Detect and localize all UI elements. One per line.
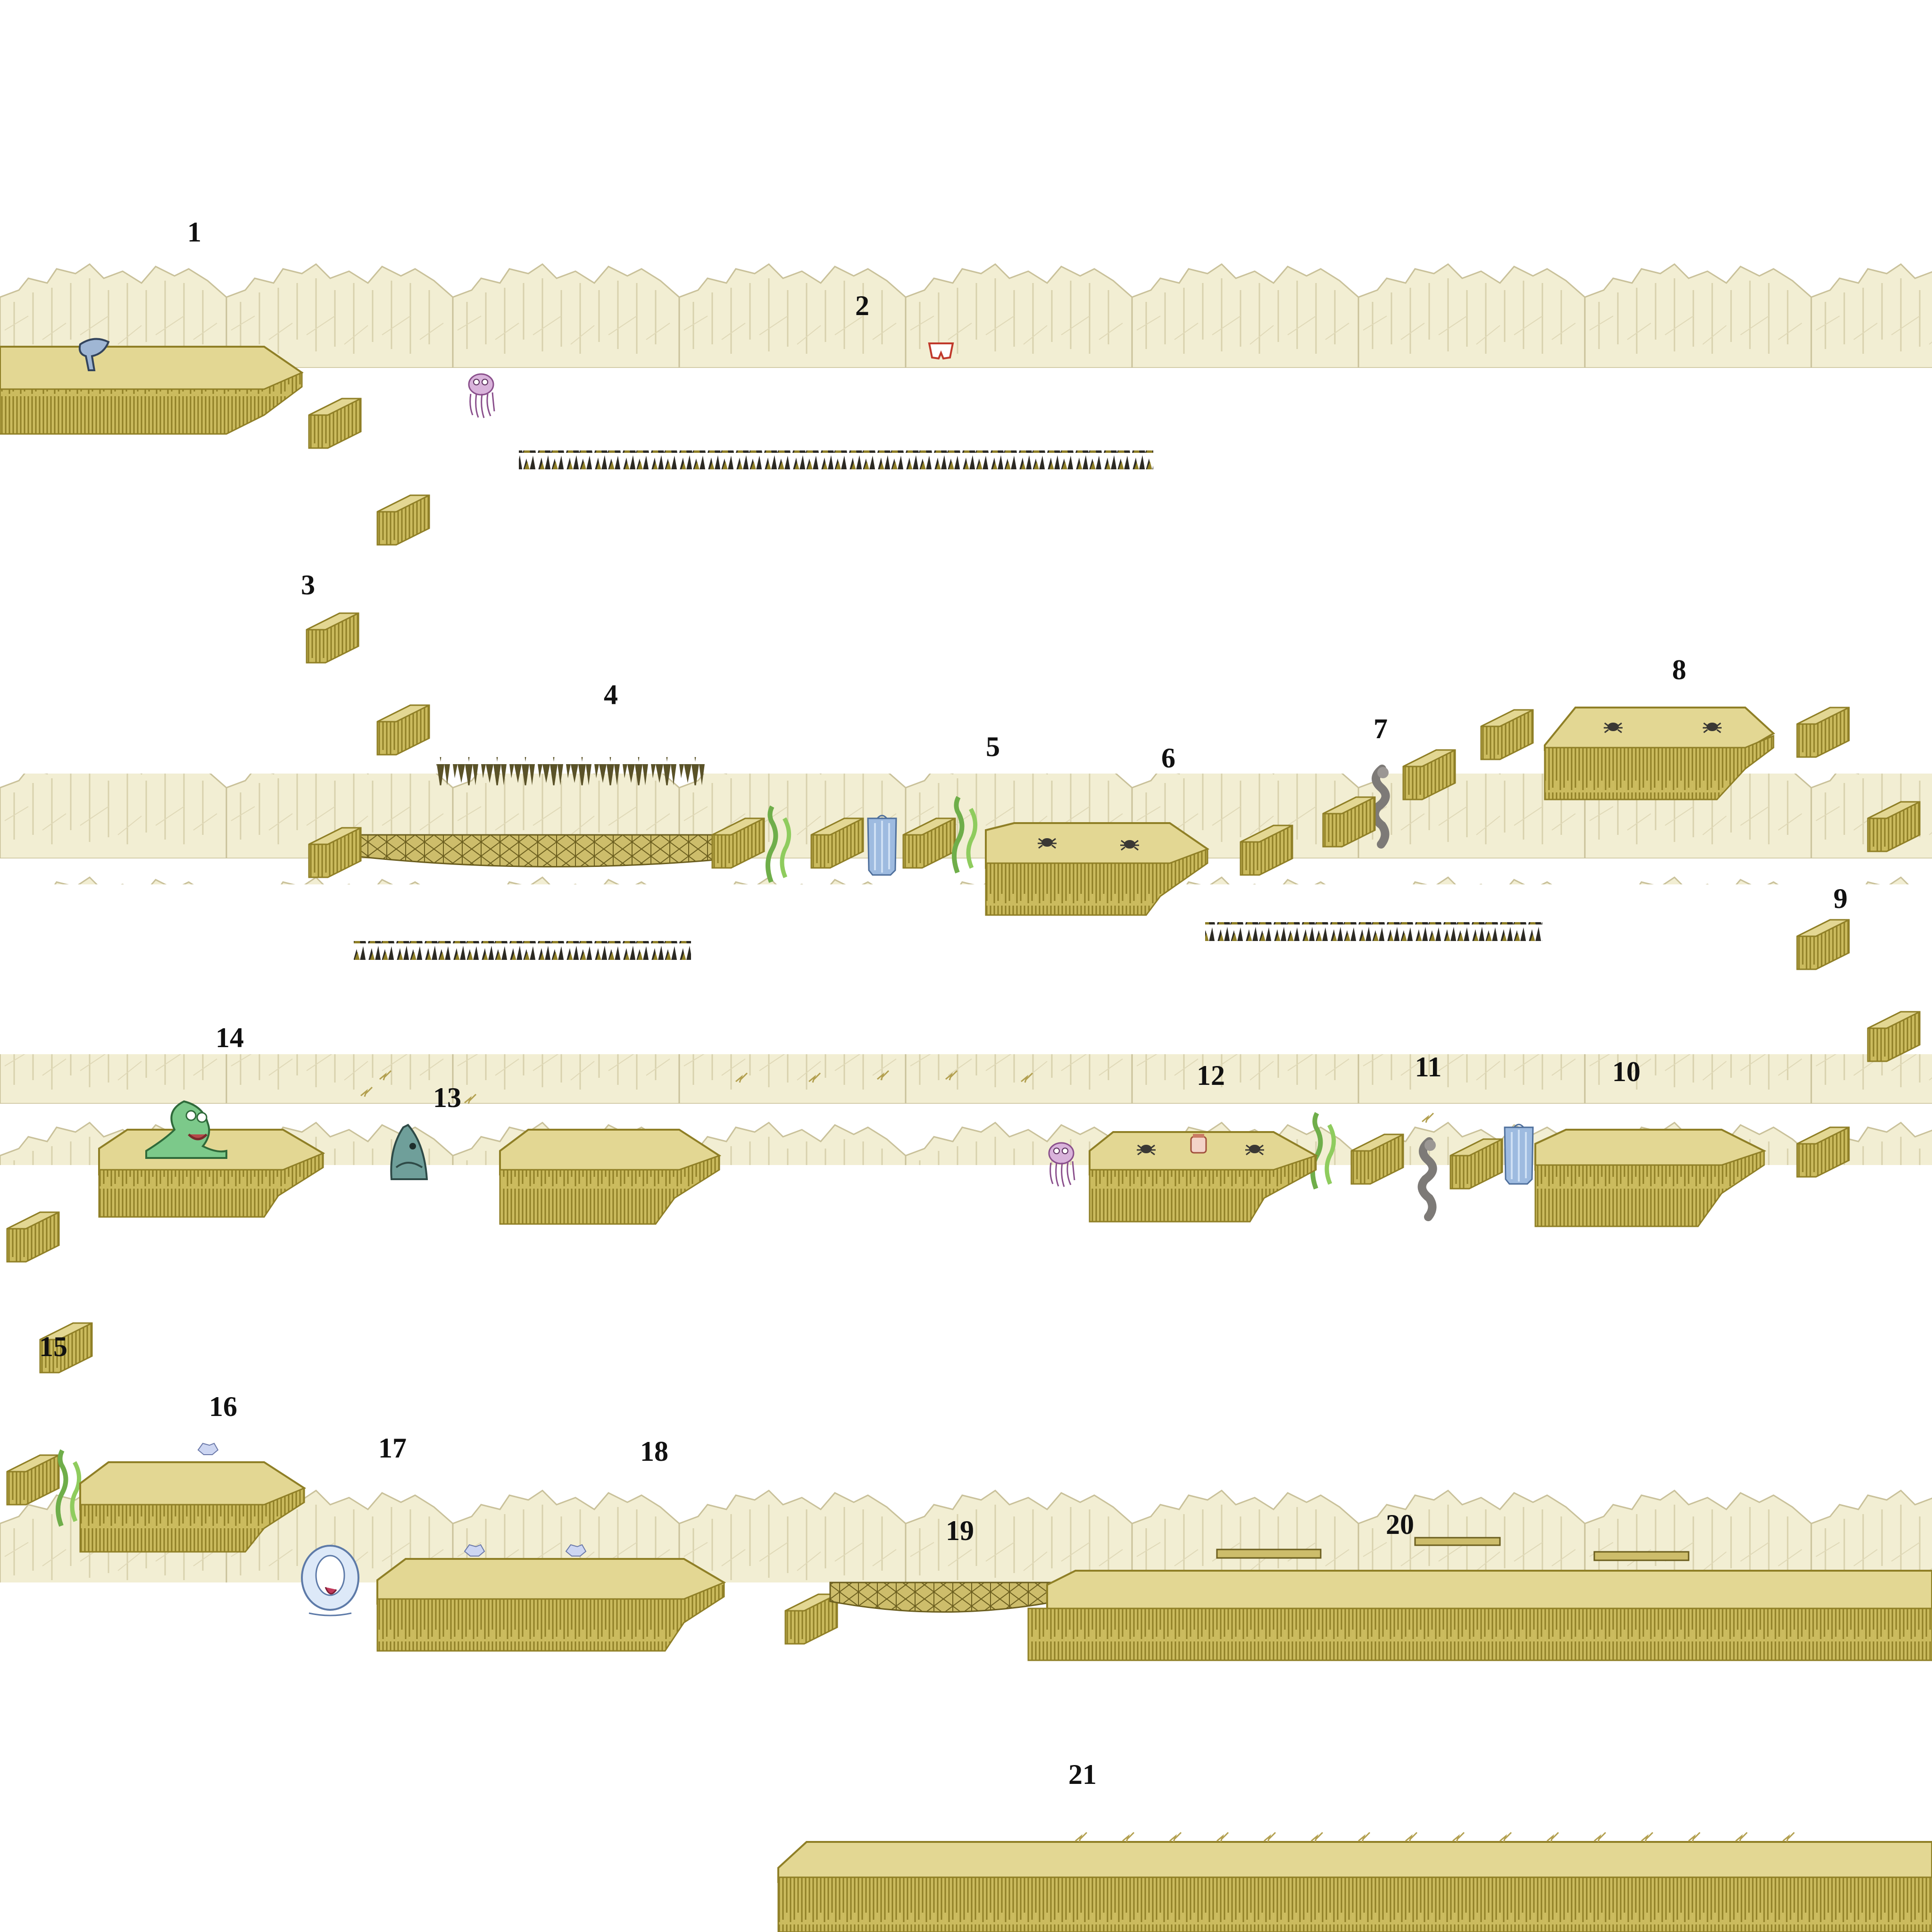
- arrow-marks-icon: [1452, 1832, 1465, 1843]
- jar-icon: [1190, 1134, 1207, 1154]
- marker-20: 20: [1386, 1509, 1414, 1540]
- spike-strip-icon: [1205, 922, 1542, 941]
- pillar: [308, 398, 362, 449]
- crystal-icon: [198, 1443, 218, 1455]
- pillar: [376, 494, 430, 546]
- arrow-marks-icon: [1074, 1832, 1088, 1843]
- crystal-icon: [464, 1544, 485, 1557]
- hammer-robot-icon: [78, 338, 110, 371]
- marker-14: 14: [216, 1022, 244, 1053]
- slime-monster-icon[interactable]: [145, 1100, 227, 1159]
- marker-2: 2: [855, 290, 869, 321]
- crystal-icon: [566, 1544, 586, 1557]
- spider-icon: [1603, 722, 1624, 733]
- platform: [1089, 1131, 1318, 1223]
- marker-16: 16: [209, 1391, 237, 1422]
- marker-7: 7: [1374, 713, 1388, 744]
- spike-strip-icon: [519, 450, 1153, 469]
- platform: [1027, 1570, 1932, 1661]
- shark-icon: [390, 1124, 428, 1180]
- pillar: [1796, 707, 1850, 758]
- arrow-marks-icon: [1263, 1832, 1276, 1843]
- spider-icon: [1244, 1144, 1265, 1156]
- spider-icon: [1136, 1144, 1157, 1156]
- platform: [1534, 1129, 1766, 1227]
- jellyfish-icon: [468, 373, 495, 419]
- marker-10: 10: [1612, 1056, 1641, 1087]
- pillar: [1867, 1011, 1921, 1062]
- marker-15: 15: [39, 1331, 67, 1362]
- spider-icon: [1119, 839, 1140, 851]
- marker-17: 17: [378, 1432, 407, 1464]
- waterfall-icon: [1504, 1124, 1534, 1185]
- marker-5: 5: [986, 731, 1000, 762]
- marker-19: 19: [946, 1515, 974, 1546]
- pillar: [6, 1211, 60, 1263]
- marker-13: 13: [433, 1082, 461, 1113]
- spider-icon: [1702, 722, 1723, 733]
- arrow-marks-icon: [1216, 1832, 1229, 1843]
- waterfall-icon: [867, 815, 897, 876]
- rope-bridge-icon: [353, 834, 756, 867]
- marker-8: 8: [1672, 654, 1686, 685]
- marker-1: 1: [187, 217, 201, 248]
- platform: [499, 1129, 722, 1225]
- arrow-marks-icon: [1405, 1832, 1418, 1843]
- player-robot[interactable]: [78, 338, 110, 371]
- spike-strip-icon: [354, 941, 691, 960]
- marker-6: 6: [1161, 742, 1175, 774]
- arrow-marks-icon: [1688, 1832, 1701, 1843]
- spider-icon: [1037, 837, 1058, 849]
- arrow-marks-icon: [1169, 1832, 1182, 1843]
- platform: [985, 822, 1209, 916]
- briefs-icon: [928, 342, 954, 360]
- bubble-creature-icon[interactable]: [301, 1545, 359, 1616]
- marker-4: 4: [604, 679, 618, 710]
- arrow-marks-icon: [1593, 1832, 1607, 1843]
- marker-12: 12: [1197, 1060, 1225, 1091]
- ceiling-spikes-icon: [436, 757, 708, 785]
- marker-18: 18: [640, 1436, 668, 1467]
- marker-11: 11: [1415, 1051, 1442, 1083]
- marker-9: 9: [1833, 883, 1848, 914]
- pillar: [306, 612, 359, 664]
- platform: [376, 1558, 726, 1652]
- marker-21: 21: [1068, 1759, 1097, 1790]
- arrow-marks-icon: [1546, 1832, 1559, 1843]
- platform: [98, 1129, 325, 1218]
- pillar: [376, 704, 430, 756]
- arrow-marks-icon: [1357, 1832, 1371, 1843]
- rope-bridge-icon: [829, 1582, 1058, 1613]
- arrow-marks-icon: [1499, 1832, 1512, 1843]
- cliff-band-1: [0, 257, 1932, 368]
- platform: [0, 346, 304, 435]
- platform: [777, 1841, 1932, 1932]
- arrow-marks-icon: [1641, 1832, 1654, 1843]
- platform: [79, 1461, 306, 1553]
- arrow-marks-icon: [1310, 1832, 1324, 1843]
- arrow-marks-icon: [1782, 1832, 1795, 1843]
- arrow-marks-icon: [1122, 1832, 1135, 1843]
- pillar: [1480, 709, 1534, 760]
- platform: [1544, 707, 1775, 800]
- pillar: [1796, 919, 1850, 970]
- crumbling-platforms: [1216, 1537, 1690, 1561]
- arrow-marks-icon: [1735, 1832, 1748, 1843]
- marker-3: 3: [301, 569, 315, 600]
